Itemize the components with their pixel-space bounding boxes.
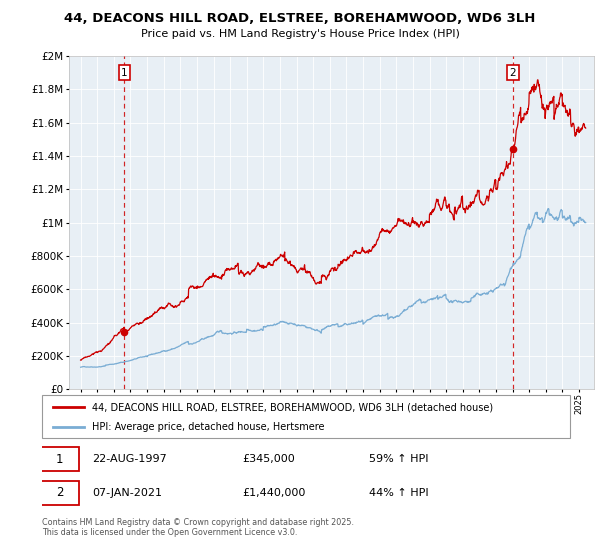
Text: Price paid vs. HM Land Registry's House Price Index (HPI): Price paid vs. HM Land Registry's House …: [140, 29, 460, 39]
Text: 2: 2: [56, 486, 63, 500]
Text: HPI: Average price, detached house, Hertsmere: HPI: Average price, detached house, Hert…: [92, 422, 325, 432]
Text: £1,440,000: £1,440,000: [242, 488, 306, 498]
Text: 22-AUG-1997: 22-AUG-1997: [92, 454, 167, 464]
Text: 44, DEACONS HILL ROAD, ELSTREE, BOREHAMWOOD, WD6 3LH (detached house): 44, DEACONS HILL ROAD, ELSTREE, BOREHAMW…: [92, 402, 493, 412]
Text: 2: 2: [509, 68, 516, 78]
FancyBboxPatch shape: [42, 395, 570, 438]
Text: 1: 1: [121, 68, 128, 78]
FancyBboxPatch shape: [40, 447, 79, 471]
Text: 44% ↑ HPI: 44% ↑ HPI: [370, 488, 429, 498]
Text: 1: 1: [56, 452, 63, 466]
Text: Contains HM Land Registry data © Crown copyright and database right 2025.
This d: Contains HM Land Registry data © Crown c…: [42, 518, 354, 538]
Text: 44, DEACONS HILL ROAD, ELSTREE, BOREHAMWOOD, WD6 3LH: 44, DEACONS HILL ROAD, ELSTREE, BOREHAMW…: [64, 12, 536, 25]
FancyBboxPatch shape: [40, 481, 79, 505]
Text: 59% ↑ HPI: 59% ↑ HPI: [370, 454, 429, 464]
Text: 07-JAN-2021: 07-JAN-2021: [92, 488, 162, 498]
Text: £345,000: £345,000: [242, 454, 295, 464]
